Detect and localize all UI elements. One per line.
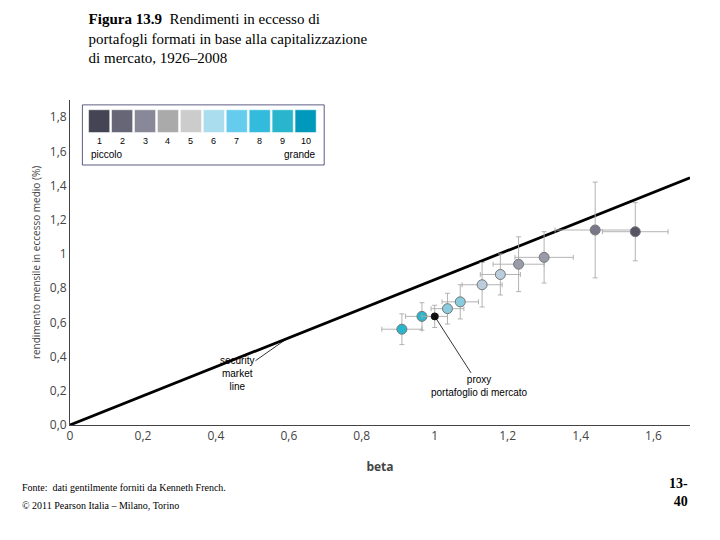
svg-text:0,2: 0,2 (135, 427, 152, 444)
svg-text:13-40: 13-40 (669, 476, 688, 509)
svg-text:3: 3 (143, 136, 148, 146)
svg-text:1,4: 1,4 (50, 177, 67, 194)
svg-text:proxyportafoglio di mercato: proxyportafoglio di mercato (431, 374, 528, 398)
svg-text:piccolo: piccolo (91, 149, 123, 160)
svg-text:0,8: 0,8 (353, 427, 370, 444)
svg-text:1,4: 1,4 (572, 427, 589, 444)
svg-text:1,2: 1,2 (50, 211, 67, 228)
svg-text:0,0: 0,0 (50, 416, 67, 433)
svg-text:2: 2 (120, 136, 125, 146)
svg-text:1,6: 1,6 (50, 143, 67, 160)
svg-text:0,6: 0,6 (50, 314, 67, 331)
svg-text:0,2: 0,2 (50, 382, 67, 399)
svg-text:1,6: 1,6 (645, 427, 662, 444)
svg-text:Fonte: dati gentilmente forni: Fonte: dati gentilmente forniti da Kenne… (22, 482, 226, 493)
svg-text:0: 0 (67, 427, 74, 444)
svg-text:4: 4 (165, 136, 170, 146)
svg-text:6: 6 (211, 136, 216, 146)
svg-text:1: 1 (60, 245, 67, 262)
svg-text:Figura 13.9 Rendimenti in ecc: Figura 13.9 Rendimenti in eccesso diport… (89, 11, 368, 66)
svg-text:1,8: 1,8 (50, 108, 67, 125)
svg-text:8: 8 (257, 136, 262, 146)
svg-text:1,2: 1,2 (499, 427, 516, 444)
svg-text:5: 5 (188, 136, 193, 146)
svg-text:grande: grande (284, 149, 316, 160)
svg-text:9: 9 (280, 136, 285, 146)
svg-text:0,8: 0,8 (50, 279, 67, 296)
svg-text:© 2011 Pearson Italia – Milano: © 2011 Pearson Italia – Milano, Torino (22, 500, 179, 511)
svg-text:0,4: 0,4 (207, 427, 224, 444)
svg-text:rendimento mensile in eccesso: rendimento mensile in eccesso medio (%) (29, 166, 43, 359)
svg-text:beta: beta (366, 458, 393, 475)
svg-text:1: 1 (97, 136, 102, 146)
svg-text:0,4: 0,4 (50, 348, 67, 365)
svg-text:securitymarketline: securitymarketline (220, 355, 254, 392)
svg-text:7: 7 (234, 136, 239, 146)
svg-text:0,6: 0,6 (280, 427, 297, 444)
svg-text:10: 10 (301, 136, 311, 146)
svg-text:1: 1 (431, 427, 438, 444)
